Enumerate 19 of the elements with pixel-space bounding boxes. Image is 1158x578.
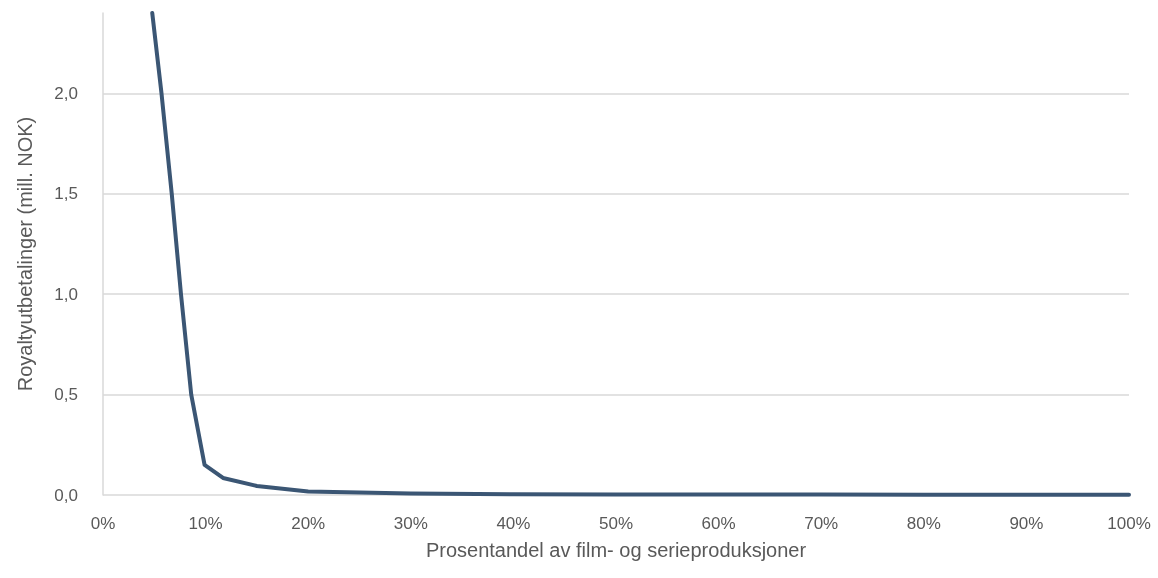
y-tick-label: 1,5 [54,184,78,204]
y-tick-label: 2,0 [54,83,78,103]
y-axis-title: Royaltyutbetalinger (mill. NOK) [14,116,36,392]
x-tick-label: 40% [496,514,531,533]
x-tick-label: 10% [188,514,223,533]
x-axis-title: Prosentandel av film- og serieproduksjoner [425,539,807,561]
x-tick-label: 50% [598,514,634,533]
y-tick-label: 0,0 [54,485,78,505]
line-series [150,11,1131,497]
x-tick-label: 60% [701,514,736,533]
x-tick-label: 0% [90,514,116,533]
y-tick-label: 1,0 [54,284,78,304]
x-tick-label: 70% [804,514,839,533]
x-tick-label: 100% [1107,514,1151,533]
x-tick-label: 80% [906,514,941,533]
y-tick-label: 0,5 [54,385,78,405]
x-tick-label: 90% [1009,514,1044,533]
x-tick-label: 20% [291,514,326,533]
x-tick-label: 30% [393,514,428,533]
